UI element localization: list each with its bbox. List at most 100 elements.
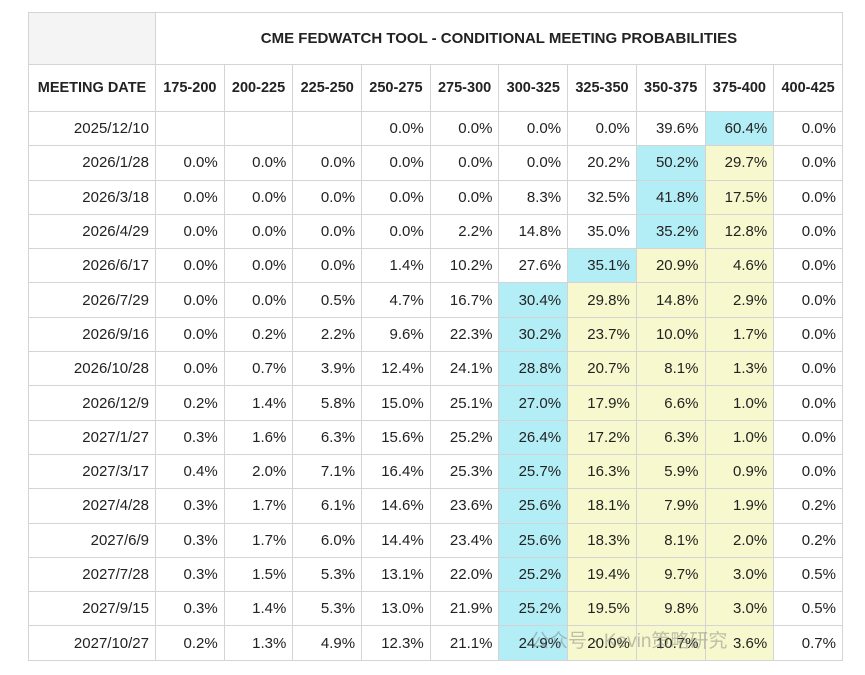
probability-cell: 0.0% [155,316,225,353]
probability-cell: 27.0% [498,385,569,421]
probability-cell: 1.6% [223,419,294,455]
probability-cell: 0.7% [223,351,294,387]
watermark: 公众号 · Kevin策略研究 [530,631,728,652]
probability-cell: 0.0% [773,351,843,387]
probability-cell: 1.4% [223,591,294,627]
probability-cell: 0.2% [773,522,843,558]
probability-cell: 0.0% [223,179,294,215]
probability-cell: 0.0% [292,213,363,250]
column-header: 375-400 [704,64,775,112]
probability-cell: 2.2% [429,213,500,250]
meeting-date: 2026/6/17 [28,248,156,284]
probability-cell: 5.9% [635,453,706,490]
probability-cell: 0.0% [155,248,225,284]
probability-cell: 0.0% [155,145,225,181]
meeting-date: 2026/4/29 [28,213,156,250]
probability-cell: 0.0% [567,110,637,147]
probability-cell: 30.2% [498,316,569,353]
probability-cell: 21.9% [429,591,500,627]
probability-cell: 1.0% [704,419,775,455]
meeting-date: 2027/7/28 [28,556,156,593]
probability-cell: 25.1% [429,385,500,421]
probability-cell: 10.2% [429,248,500,284]
probability-cell: 0.3% [155,522,225,558]
column-header: 400-425 [773,64,843,112]
probability-cell: 5.3% [292,591,363,627]
probability-cell: 14.6% [361,488,431,524]
meeting-date: 2026/10/28 [28,351,156,387]
table-title: CME FEDWATCH TOOL - CONDITIONAL MEETING … [155,12,843,65]
probability-cell: 25.6% [498,522,569,558]
probability-cell: 20.9% [635,248,706,284]
probability-cell: 14.4% [361,522,431,558]
probability-cell: 0.0% [773,316,843,353]
probability-cell: 17.9% [567,385,637,421]
probability-cell: 0.3% [155,591,225,627]
probability-cell: 0.0% [773,282,843,318]
data-row: 2027/10/27 0.2% 1.3% 4.9% 12.3% 21.1% 24.9% 20.… [28,625,843,661]
probability-cell: 20.2% [567,145,637,181]
meeting-date: 2026/9/16 [28,316,156,353]
data-row: 2026/7/29 0.0% 0.0% 0.5% 4.7% 16.7% 30.4% 29.8%… [28,282,843,318]
probability-cell: 17.2% [567,419,637,455]
probability-cell: 9.7% [635,556,706,593]
probability-cell: 0.0% [773,110,843,147]
probability-cell: 0.0% [361,213,431,250]
probability-cell: 25.7% [498,453,569,490]
data-row: 2027/9/15 0.3% 1.4% 5.3% 13.0% 21.9% 25.2% 19.5… [28,591,843,627]
meeting-date: 2027/1/27 [28,419,156,455]
data-row: 2026/12/9 0.2% 1.4% 5.8% 15.0% 25.1% 27.0% 17.9… [28,385,843,421]
data-row: 2027/1/27 0.3% 1.6% 6.3% 15.6% 25.2% 26.4% 17.2… [28,419,843,455]
data-row: 2026/9/16 0.0% 0.2% 2.2% 9.6% 22.3% 30.2% 23.7%… [28,316,843,353]
probability-cell: 10.7% [635,625,706,661]
probability-cell: 0.5% [292,282,363,318]
probability-cell: 39.6% [635,110,706,147]
probability-cell: 2.9% [704,282,775,318]
probability-cell: 3.6% [704,625,775,661]
probability-cell: 4.9% [292,625,363,661]
probability-cell: 0.0% [773,213,843,250]
probability-cell: 0.4% [155,453,225,490]
probability-cell: 0.0% [223,145,294,181]
empty-cell [155,110,225,147]
probability-cell: 25.3% [429,453,500,490]
probability-cell: 1.7% [704,316,775,353]
probability-cell: 13.1% [361,556,431,593]
probability-cell: 29.8% [567,282,637,318]
column-header: MEETING DATE [28,64,156,112]
column-header: 300-325 [498,64,569,112]
probability-cell: 0.0% [773,145,843,181]
probability-cell: 0.5% [773,556,843,593]
probability-cell: 10.0% [635,316,706,353]
column-header: 200-225 [223,64,294,112]
probability-cell: 0.0% [429,110,500,147]
data-row: 2027/7/28 0.3% 1.5% 5.3% 13.1% 22.0% 25.2% 19.4… [28,556,843,593]
probability-cell: 15.0% [361,385,431,421]
probability-cell: 1.4% [223,385,294,421]
probability-cell: 0.0% [498,145,569,181]
probability-cell: 35.1% [567,248,637,284]
probability-cell: 22.3% [429,316,500,353]
probability-cell: 23.6% [429,488,500,524]
probability-cell: 0.0% [361,110,431,147]
probability-cell: 50.2% [635,145,706,181]
probability-cell: 0.0% [773,453,843,490]
probability-cell: 2.2% [292,316,363,353]
probability-cell: 60.4% [704,110,775,147]
probability-cell: 1.5% [223,556,294,593]
probability-cell: 8.1% [635,522,706,558]
meeting-date: 2027/10/27 [28,625,156,661]
probability-cell: 35.0% [567,213,637,250]
meeting-date: 2027/9/15 [28,591,156,627]
probability-cell: 2.0% [223,453,294,490]
probability-cell: 12.4% [361,351,431,387]
probability-cell: 16.3% [567,453,637,490]
probability-cell: 24.9% [498,625,569,661]
probability-cell: 16.7% [429,282,500,318]
probability-cell: 0.0% [773,385,843,421]
data-row: 2027/4/28 0.3% 1.7% 6.1% 14.6% 23.6% 25.6% 18.1… [28,488,843,524]
probability-cell: 21.1% [429,625,500,661]
data-row: 2027/3/17 0.4% 2.0% 7.1% 16.4% 25.3% 25.7% 16.3… [28,453,843,490]
probability-cell: 8.1% [635,351,706,387]
probability-cell: 9.8% [635,591,706,627]
